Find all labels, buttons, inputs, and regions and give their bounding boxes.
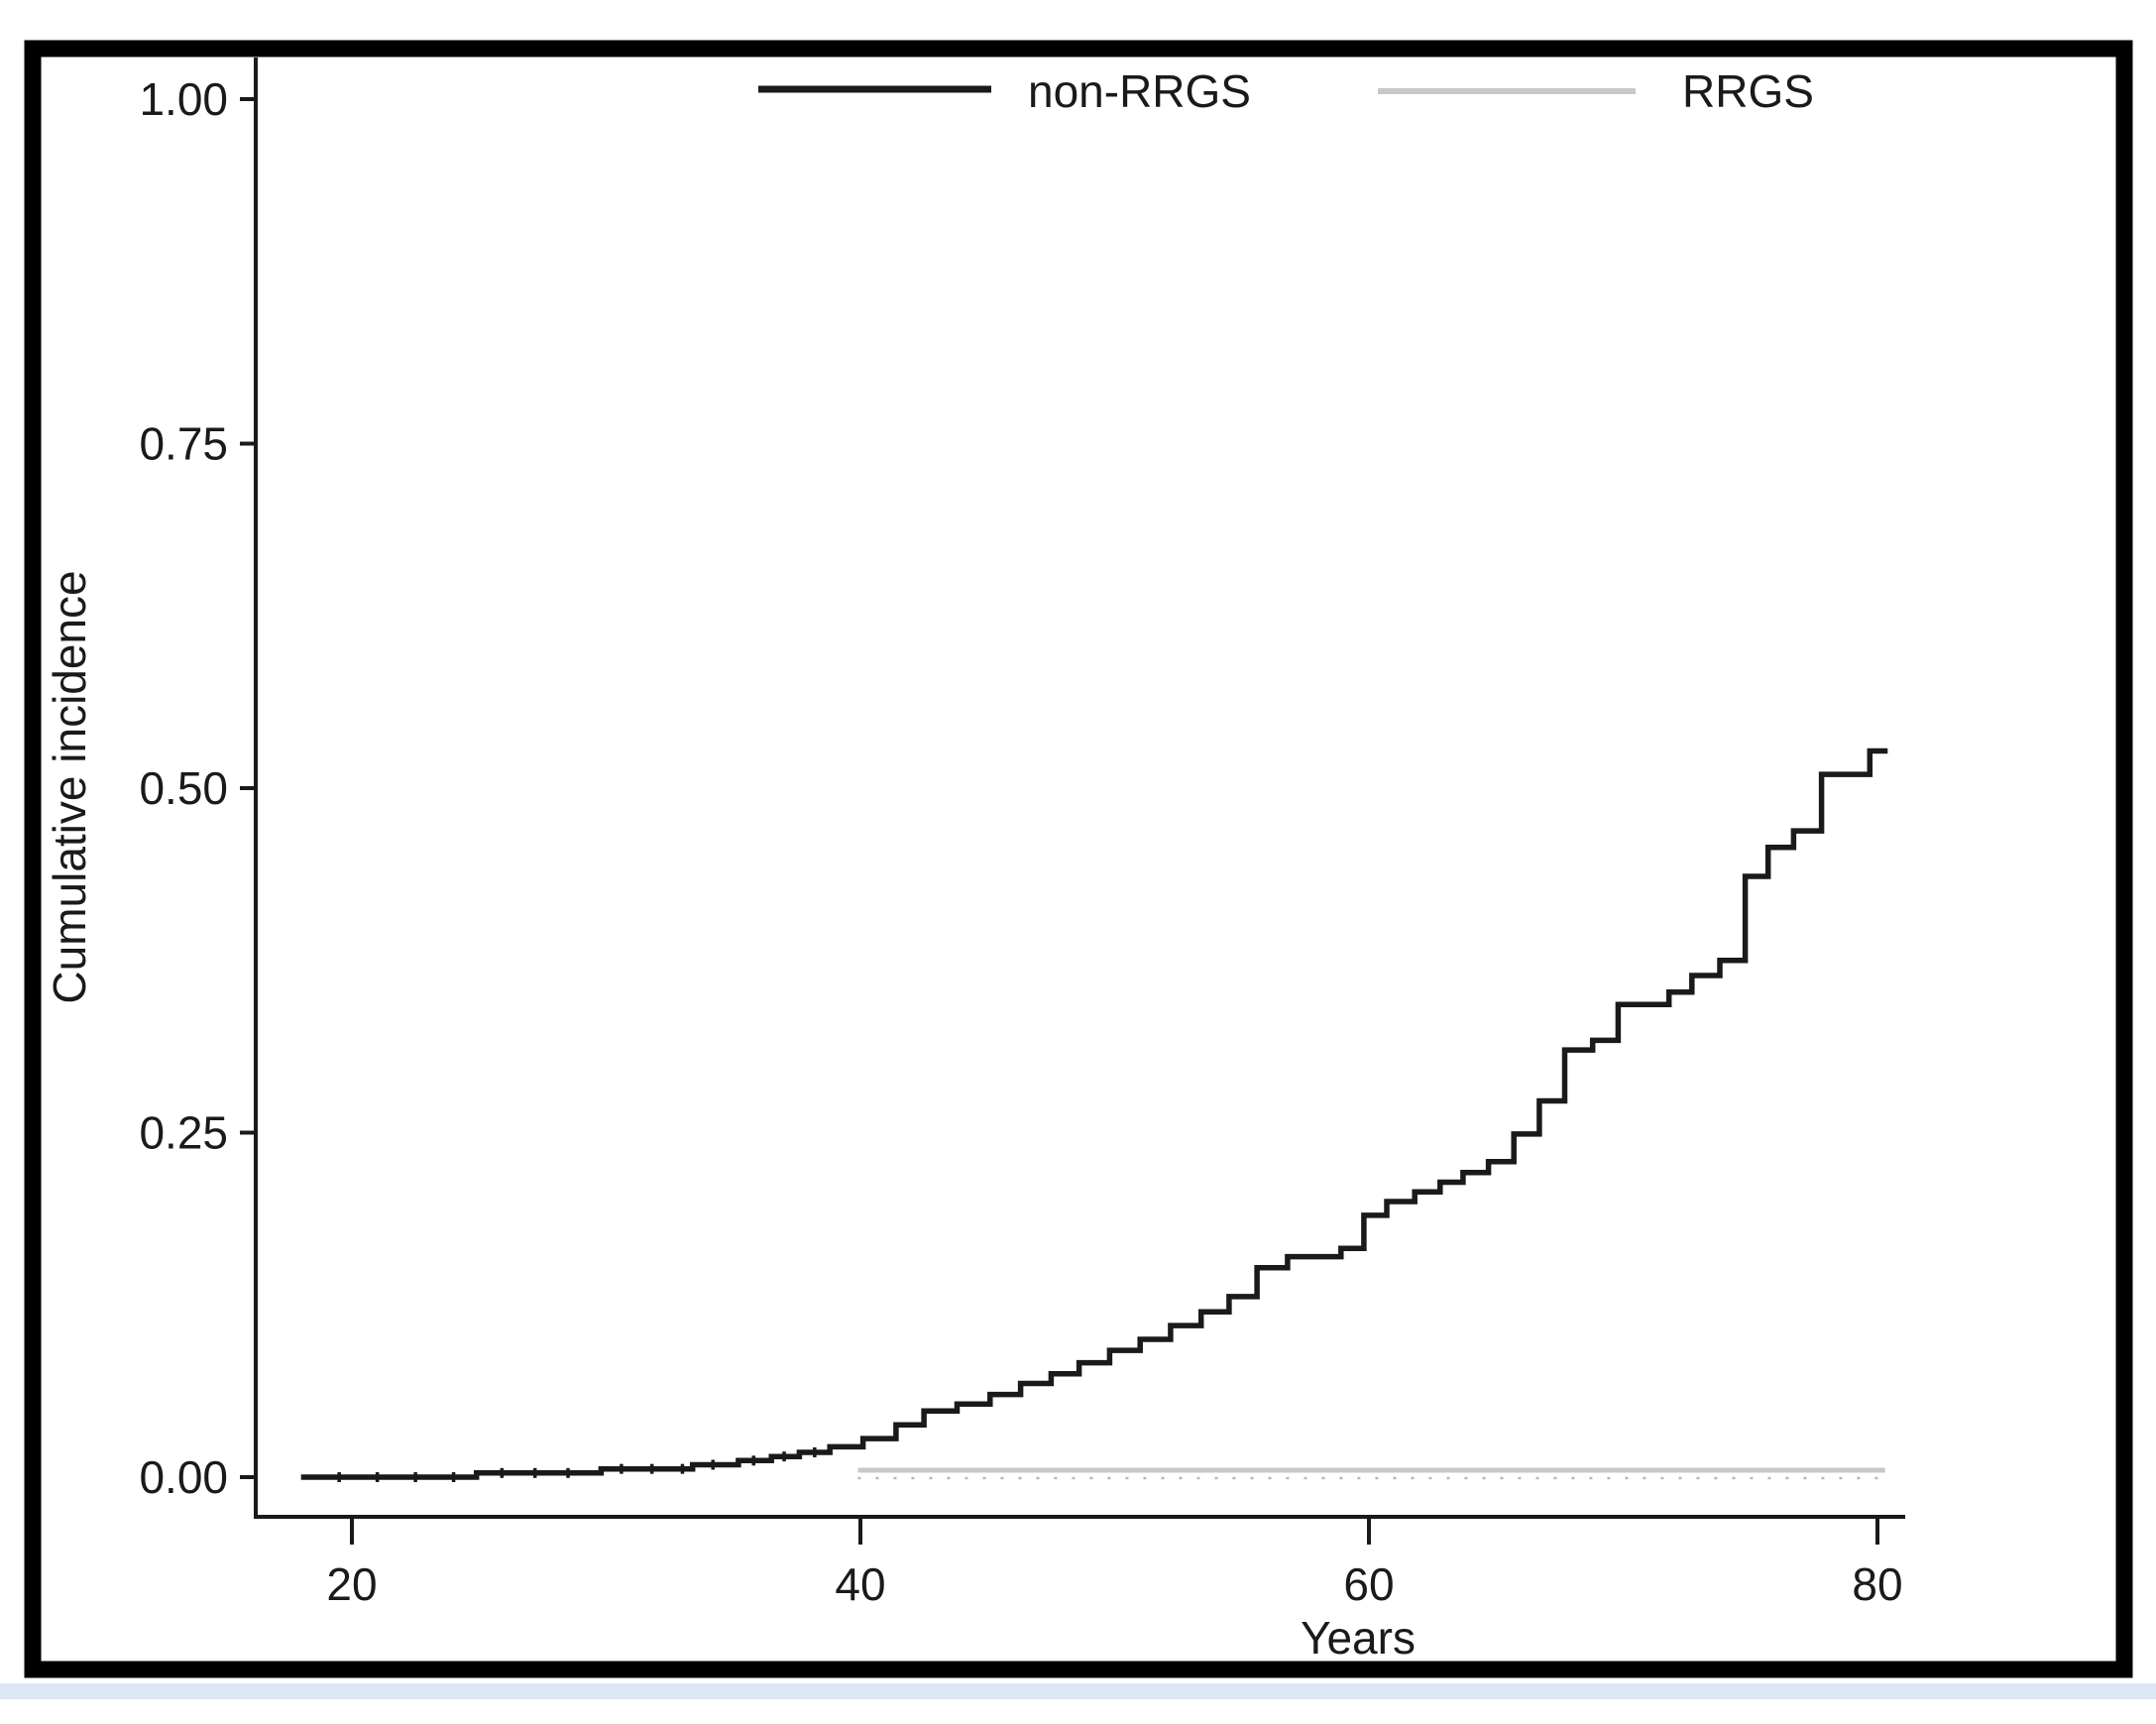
data-series xyxy=(300,747,1888,1482)
y-tick-label-0.00: 0.00 xyxy=(139,1451,228,1503)
y-tick-label-0.50: 0.50 xyxy=(139,762,228,814)
y-tick-label-0.25: 0.25 xyxy=(139,1107,228,1159)
axes xyxy=(240,57,1905,1545)
non-rrgs-curve xyxy=(300,747,1888,1480)
legend-label-rrgs: RRGS xyxy=(1682,65,1814,117)
legend-label-non-rrgs: non-RRGS xyxy=(1028,65,1251,117)
legend: non-RRGS RRGS xyxy=(758,65,1814,117)
x-tick-label-20: 20 xyxy=(326,1558,377,1610)
bottom-strip xyxy=(0,1683,2156,1699)
x-tick-label-60: 60 xyxy=(1343,1558,1394,1610)
y-tick-label-1.00: 1.00 xyxy=(139,73,228,125)
y-axis-title: Cumulative incidence xyxy=(44,570,95,1003)
x-axis-title: Years xyxy=(1301,1612,1416,1664)
x-tick-label-40: 40 xyxy=(835,1558,885,1610)
y-tick-label-0.75: 0.75 xyxy=(139,418,228,470)
x-tick-label-80: 80 xyxy=(1852,1558,1902,1610)
figure-frame xyxy=(24,40,2133,1678)
